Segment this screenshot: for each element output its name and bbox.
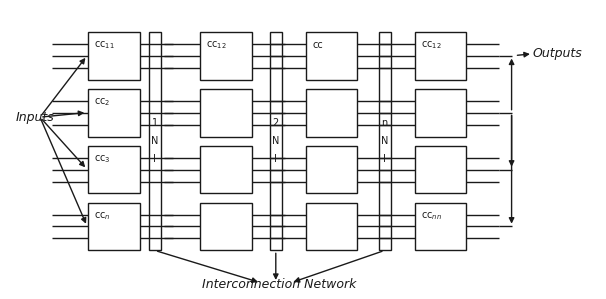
Text: cc$_{12}$: cc$_{12}$ (206, 39, 227, 51)
FancyBboxPatch shape (306, 89, 358, 137)
FancyBboxPatch shape (306, 146, 358, 193)
Text: I: I (383, 154, 386, 164)
Text: cc$_{11}$: cc$_{11}$ (95, 39, 115, 51)
FancyBboxPatch shape (88, 146, 140, 193)
Text: cc$_2$: cc$_2$ (95, 96, 111, 108)
FancyBboxPatch shape (415, 146, 466, 193)
FancyBboxPatch shape (200, 89, 251, 137)
FancyBboxPatch shape (379, 32, 391, 251)
Text: Interconnection Network: Interconnection Network (202, 277, 356, 291)
FancyBboxPatch shape (306, 32, 358, 80)
Text: cc$_3$: cc$_3$ (95, 153, 111, 165)
FancyBboxPatch shape (88, 202, 140, 251)
Text: 2: 2 (273, 118, 279, 128)
Text: Outputs: Outputs (533, 47, 582, 60)
FancyBboxPatch shape (415, 89, 466, 137)
Text: 1: 1 (152, 118, 158, 128)
FancyBboxPatch shape (200, 146, 251, 193)
FancyBboxPatch shape (88, 32, 140, 80)
Text: cc$_{nn}$: cc$_{nn}$ (421, 210, 442, 222)
FancyBboxPatch shape (149, 32, 161, 251)
FancyBboxPatch shape (88, 89, 140, 137)
Text: I: I (275, 154, 277, 164)
FancyBboxPatch shape (200, 32, 251, 80)
Text: N: N (272, 136, 279, 146)
Text: N: N (151, 136, 159, 146)
FancyBboxPatch shape (270, 32, 282, 251)
Text: cc$_n$: cc$_n$ (95, 210, 111, 222)
Text: cc: cc (312, 40, 323, 50)
Text: I: I (153, 154, 156, 164)
FancyBboxPatch shape (415, 32, 466, 80)
FancyBboxPatch shape (415, 202, 466, 251)
Text: Inputs: Inputs (16, 111, 55, 124)
FancyBboxPatch shape (306, 202, 358, 251)
Text: n: n (382, 118, 388, 128)
Text: cc$_{12}$: cc$_{12}$ (421, 39, 442, 51)
FancyBboxPatch shape (200, 202, 251, 251)
Text: N: N (381, 136, 388, 146)
